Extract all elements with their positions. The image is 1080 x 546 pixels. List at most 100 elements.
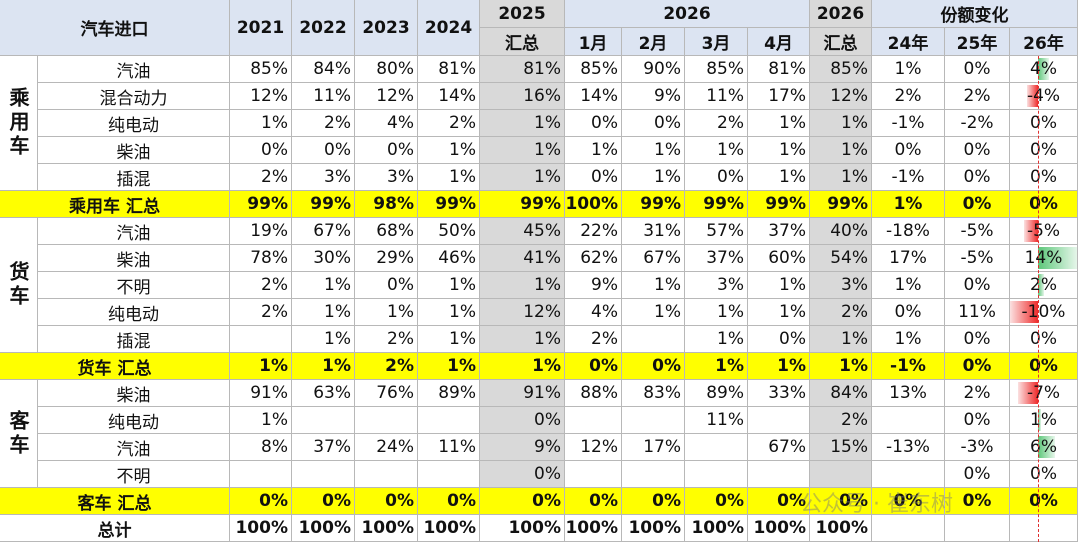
cell-text: 4% (387, 113, 414, 133)
cell-text: 100% (361, 518, 414, 538)
cell: 2% (872, 83, 945, 110)
cell-text: 90% (643, 59, 681, 79)
cell: 2% (230, 164, 292, 191)
cell (622, 407, 685, 434)
cell: 1% (230, 353, 292, 380)
cell: 0% (748, 488, 810, 515)
cell: 63% (292, 380, 355, 407)
cell: 99% (480, 191, 565, 218)
cell-text: 0% (1030, 329, 1057, 349)
header-month: 4月 (748, 28, 810, 56)
cell-text: 1% (534, 167, 561, 187)
cell-text: 2% (894, 86, 922, 106)
cell-text: 99% (247, 194, 288, 214)
header-year: 2024 (418, 0, 480, 56)
cell-text: 2% (261, 275, 288, 295)
cell: 0% (945, 353, 1010, 380)
cell: 0% (622, 488, 685, 515)
cell: 0% (1010, 461, 1078, 488)
cell-text: 0% (1029, 356, 1058, 376)
share-bar (1024, 220, 1038, 242)
cell: 0% (480, 488, 565, 515)
cell-text: 0% (1029, 491, 1058, 511)
cell-text: 1% (447, 356, 476, 376)
cell-text: 1% (894, 329, 922, 349)
row-name: 汽油 (38, 218, 230, 245)
cell: 1% (872, 56, 945, 83)
cell: -18% (872, 218, 945, 245)
header-2026-sub: 汇总 (810, 28, 872, 56)
cell: 89% (685, 380, 748, 407)
cell: 1% (480, 326, 565, 353)
cell: 1% (418, 353, 480, 380)
cell-text: 1% (449, 275, 476, 295)
cell: 1% (872, 272, 945, 299)
cell (748, 407, 810, 434)
cell-text: 0% (963, 410, 991, 430)
cell: 37% (685, 245, 748, 272)
cell-text: 0% (589, 491, 618, 511)
cell: 0% (945, 326, 1010, 353)
cell-text: 1% (777, 356, 806, 376)
cell: 54% (810, 245, 872, 272)
group-label: 乘用车 (0, 56, 38, 191)
cell-text: 1% (534, 140, 561, 160)
cell: 30% (292, 245, 355, 272)
cell-text: 1% (259, 356, 288, 376)
cell: 9% (480, 434, 565, 461)
cell-text: 1% (779, 113, 806, 133)
cell: 13% (872, 380, 945, 407)
cell-text: 0% (324, 140, 351, 160)
cell: 1% (292, 272, 355, 299)
cell-text: 1% (717, 140, 744, 160)
cell: 31% (622, 218, 685, 245)
cell (945, 515, 1010, 542)
cell: 0% (355, 137, 418, 164)
cell-text: 0% (962, 491, 992, 511)
cell: 11% (685, 407, 748, 434)
cell-text: 2% (841, 302, 868, 322)
cell: 0% (292, 488, 355, 515)
cell (355, 461, 418, 488)
cell: 85% (230, 56, 292, 83)
cell: 81% (748, 56, 810, 83)
cell: 99% (685, 191, 748, 218)
cell-text: 99% (435, 194, 476, 214)
cell: 85% (565, 56, 622, 83)
row-name: 汽油 (38, 434, 230, 461)
cell: 1% (872, 326, 945, 353)
cell-text: 11% (313, 86, 351, 106)
cell: 0% (292, 137, 355, 164)
row-name: 柴油 (38, 380, 230, 407)
cell-text: 99% (827, 194, 868, 214)
cell: 0% (230, 137, 292, 164)
cell: 1% (292, 326, 355, 353)
cell-text: 0% (387, 275, 414, 295)
cell: 1% (810, 137, 872, 164)
cell (230, 461, 292, 488)
cell-text: 60% (768, 248, 806, 268)
cell-text: 100% (423, 518, 476, 538)
row-name: 柴油 (38, 137, 230, 164)
total-name: 乘用车 汇总 (0, 191, 230, 218)
cell (622, 326, 685, 353)
cell-text: 46% (438, 248, 476, 268)
row-name: 汽油 (38, 56, 230, 83)
cell-text: 0% (591, 113, 618, 133)
cell: 2% (685, 110, 748, 137)
zero-axis (1038, 56, 1039, 542)
cell-text: 1% (654, 275, 681, 295)
cell-text: 50% (438, 221, 476, 241)
cell-text: 1% (322, 356, 351, 376)
cell: 2% (565, 326, 622, 353)
cell: 1% (622, 137, 685, 164)
cell-text: 1% (324, 275, 351, 295)
cell-text: 99% (765, 194, 806, 214)
cell-text: 0% (1029, 194, 1058, 214)
cell: 100% (748, 515, 810, 542)
cell-text: 0% (963, 275, 991, 295)
cell-text: 37% (768, 221, 806, 241)
cell-text: 1% (779, 140, 806, 160)
cell-text: 100% (565, 194, 618, 214)
